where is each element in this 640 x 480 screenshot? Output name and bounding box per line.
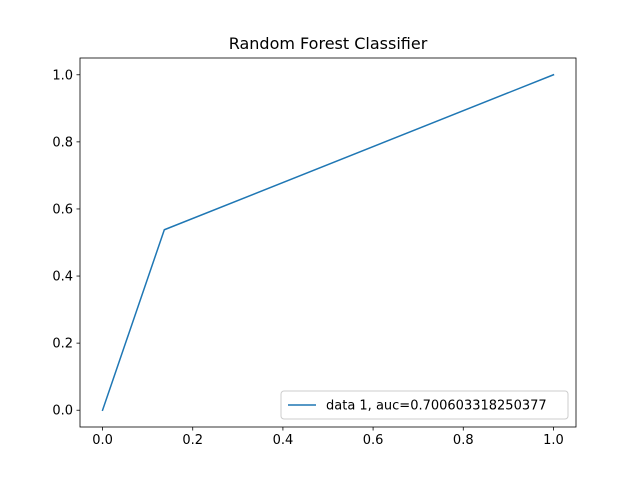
legend-box	[280, 390, 569, 420]
y-tick-label: 1.0	[52, 68, 73, 83]
axes-frame	[79, 57, 577, 428]
y-tick-label: 0.0	[52, 404, 73, 419]
x-tick-label: 0.6	[363, 433, 384, 448]
y-tick-label: 0.6	[52, 202, 73, 217]
plot-area	[101, 73, 555, 412]
legend: data 1, auc=0.700603318250377	[280, 390, 569, 420]
x-tick-label: 0.0	[92, 433, 113, 448]
chart-title: Random Forest Classifier	[229, 34, 428, 53]
y-tick-label: 0.8	[52, 135, 73, 150]
x-tick-label: 0.8	[453, 433, 474, 448]
series-line	[101, 73, 555, 412]
legend-label: data 1, auc=0.700603318250377	[326, 399, 547, 414]
y-tick-label: 0.2	[52, 337, 73, 352]
x-tick-label: 0.4	[273, 433, 294, 448]
y-tick-label: 0.4	[52, 270, 73, 285]
x-tick-label: 1.0	[543, 433, 564, 448]
axes: 0.0 0.2 0.4 0.6 0.8 1.0 0.0 0.2 0.4 0.6 0.8 1.0	[52, 57, 577, 448]
x-tick-label: 0.2	[182, 433, 203, 448]
